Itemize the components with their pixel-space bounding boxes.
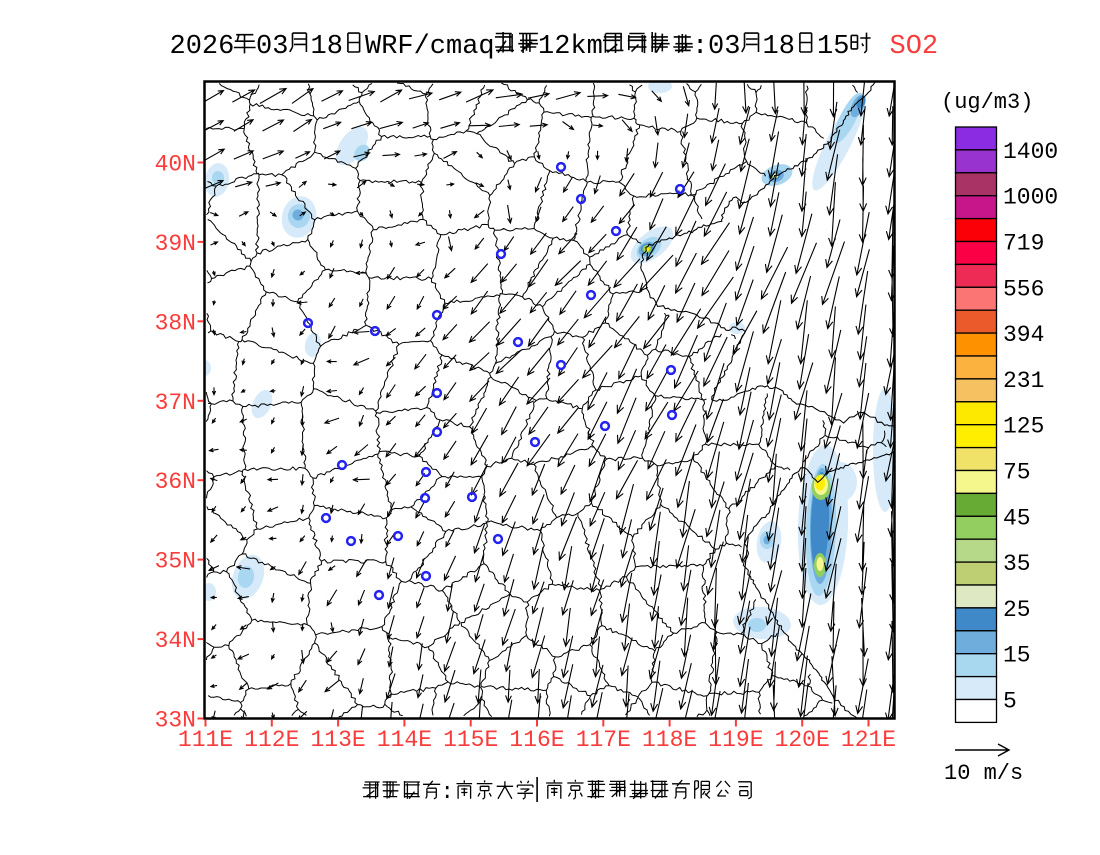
svg-text:38N: 38N [155, 310, 196, 336]
svg-text:15: 15 [817, 32, 849, 62]
svg-text:125: 125 [1003, 414, 1044, 440]
svg-text:40N: 40N [155, 152, 196, 178]
svg-text::: : [692, 32, 708, 62]
svg-text:118E: 118E [642, 727, 697, 753]
svg-text:18: 18 [763, 32, 795, 62]
svg-text:35N: 35N [155, 549, 196, 575]
svg-text:75: 75 [1003, 460, 1031, 486]
svg-text:2026: 2026 [170, 32, 235, 62]
svg-text:5: 5 [1003, 689, 1017, 715]
svg-text:116E: 116E [509, 727, 564, 753]
svg-text:39N: 39N [155, 231, 196, 257]
svg-text:114E: 114E [377, 727, 432, 753]
svg-text:231: 231 [1003, 368, 1044, 394]
svg-text:45: 45 [1003, 505, 1031, 531]
svg-text:03: 03 [256, 32, 288, 62]
svg-text:15: 15 [1003, 643, 1031, 669]
svg-text:37N: 37N [155, 390, 196, 416]
svg-text:(ug/m3): (ug/m3) [941, 90, 1033, 115]
svg-text::: : [441, 780, 454, 805]
svg-text:34N: 34N [155, 628, 196, 654]
svg-text:36N: 36N [155, 469, 196, 495]
svg-text:12km: 12km [538, 32, 603, 62]
svg-text:WRF/cmaq: WRF/cmaq [365, 32, 495, 62]
svg-text:556: 556 [1003, 276, 1044, 302]
svg-text:111E: 111E [178, 727, 233, 753]
svg-text:1400: 1400 [1003, 139, 1058, 165]
svg-text:121E: 121E [841, 727, 896, 753]
svg-text:117E: 117E [576, 727, 631, 753]
svg-text:394: 394 [1003, 322, 1044, 348]
svg-text:25: 25 [1003, 597, 1031, 623]
svg-text:719: 719 [1003, 231, 1044, 257]
svg-text:18: 18 [311, 32, 343, 62]
svg-text:112E: 112E [244, 727, 299, 753]
svg-text:115E: 115E [443, 727, 498, 753]
svg-text:33N: 33N [155, 708, 196, 734]
svg-text:03: 03 [708, 32, 740, 62]
svg-text:10 m/s: 10 m/s [944, 761, 1023, 786]
svg-text:113E: 113E [310, 727, 365, 753]
svg-text:120E: 120E [775, 727, 830, 753]
svg-text:35: 35 [1003, 551, 1031, 577]
svg-text:1000: 1000 [1003, 185, 1058, 211]
svg-text:SO2: SO2 [890, 32, 939, 62]
svg-text:119E: 119E [708, 727, 763, 753]
